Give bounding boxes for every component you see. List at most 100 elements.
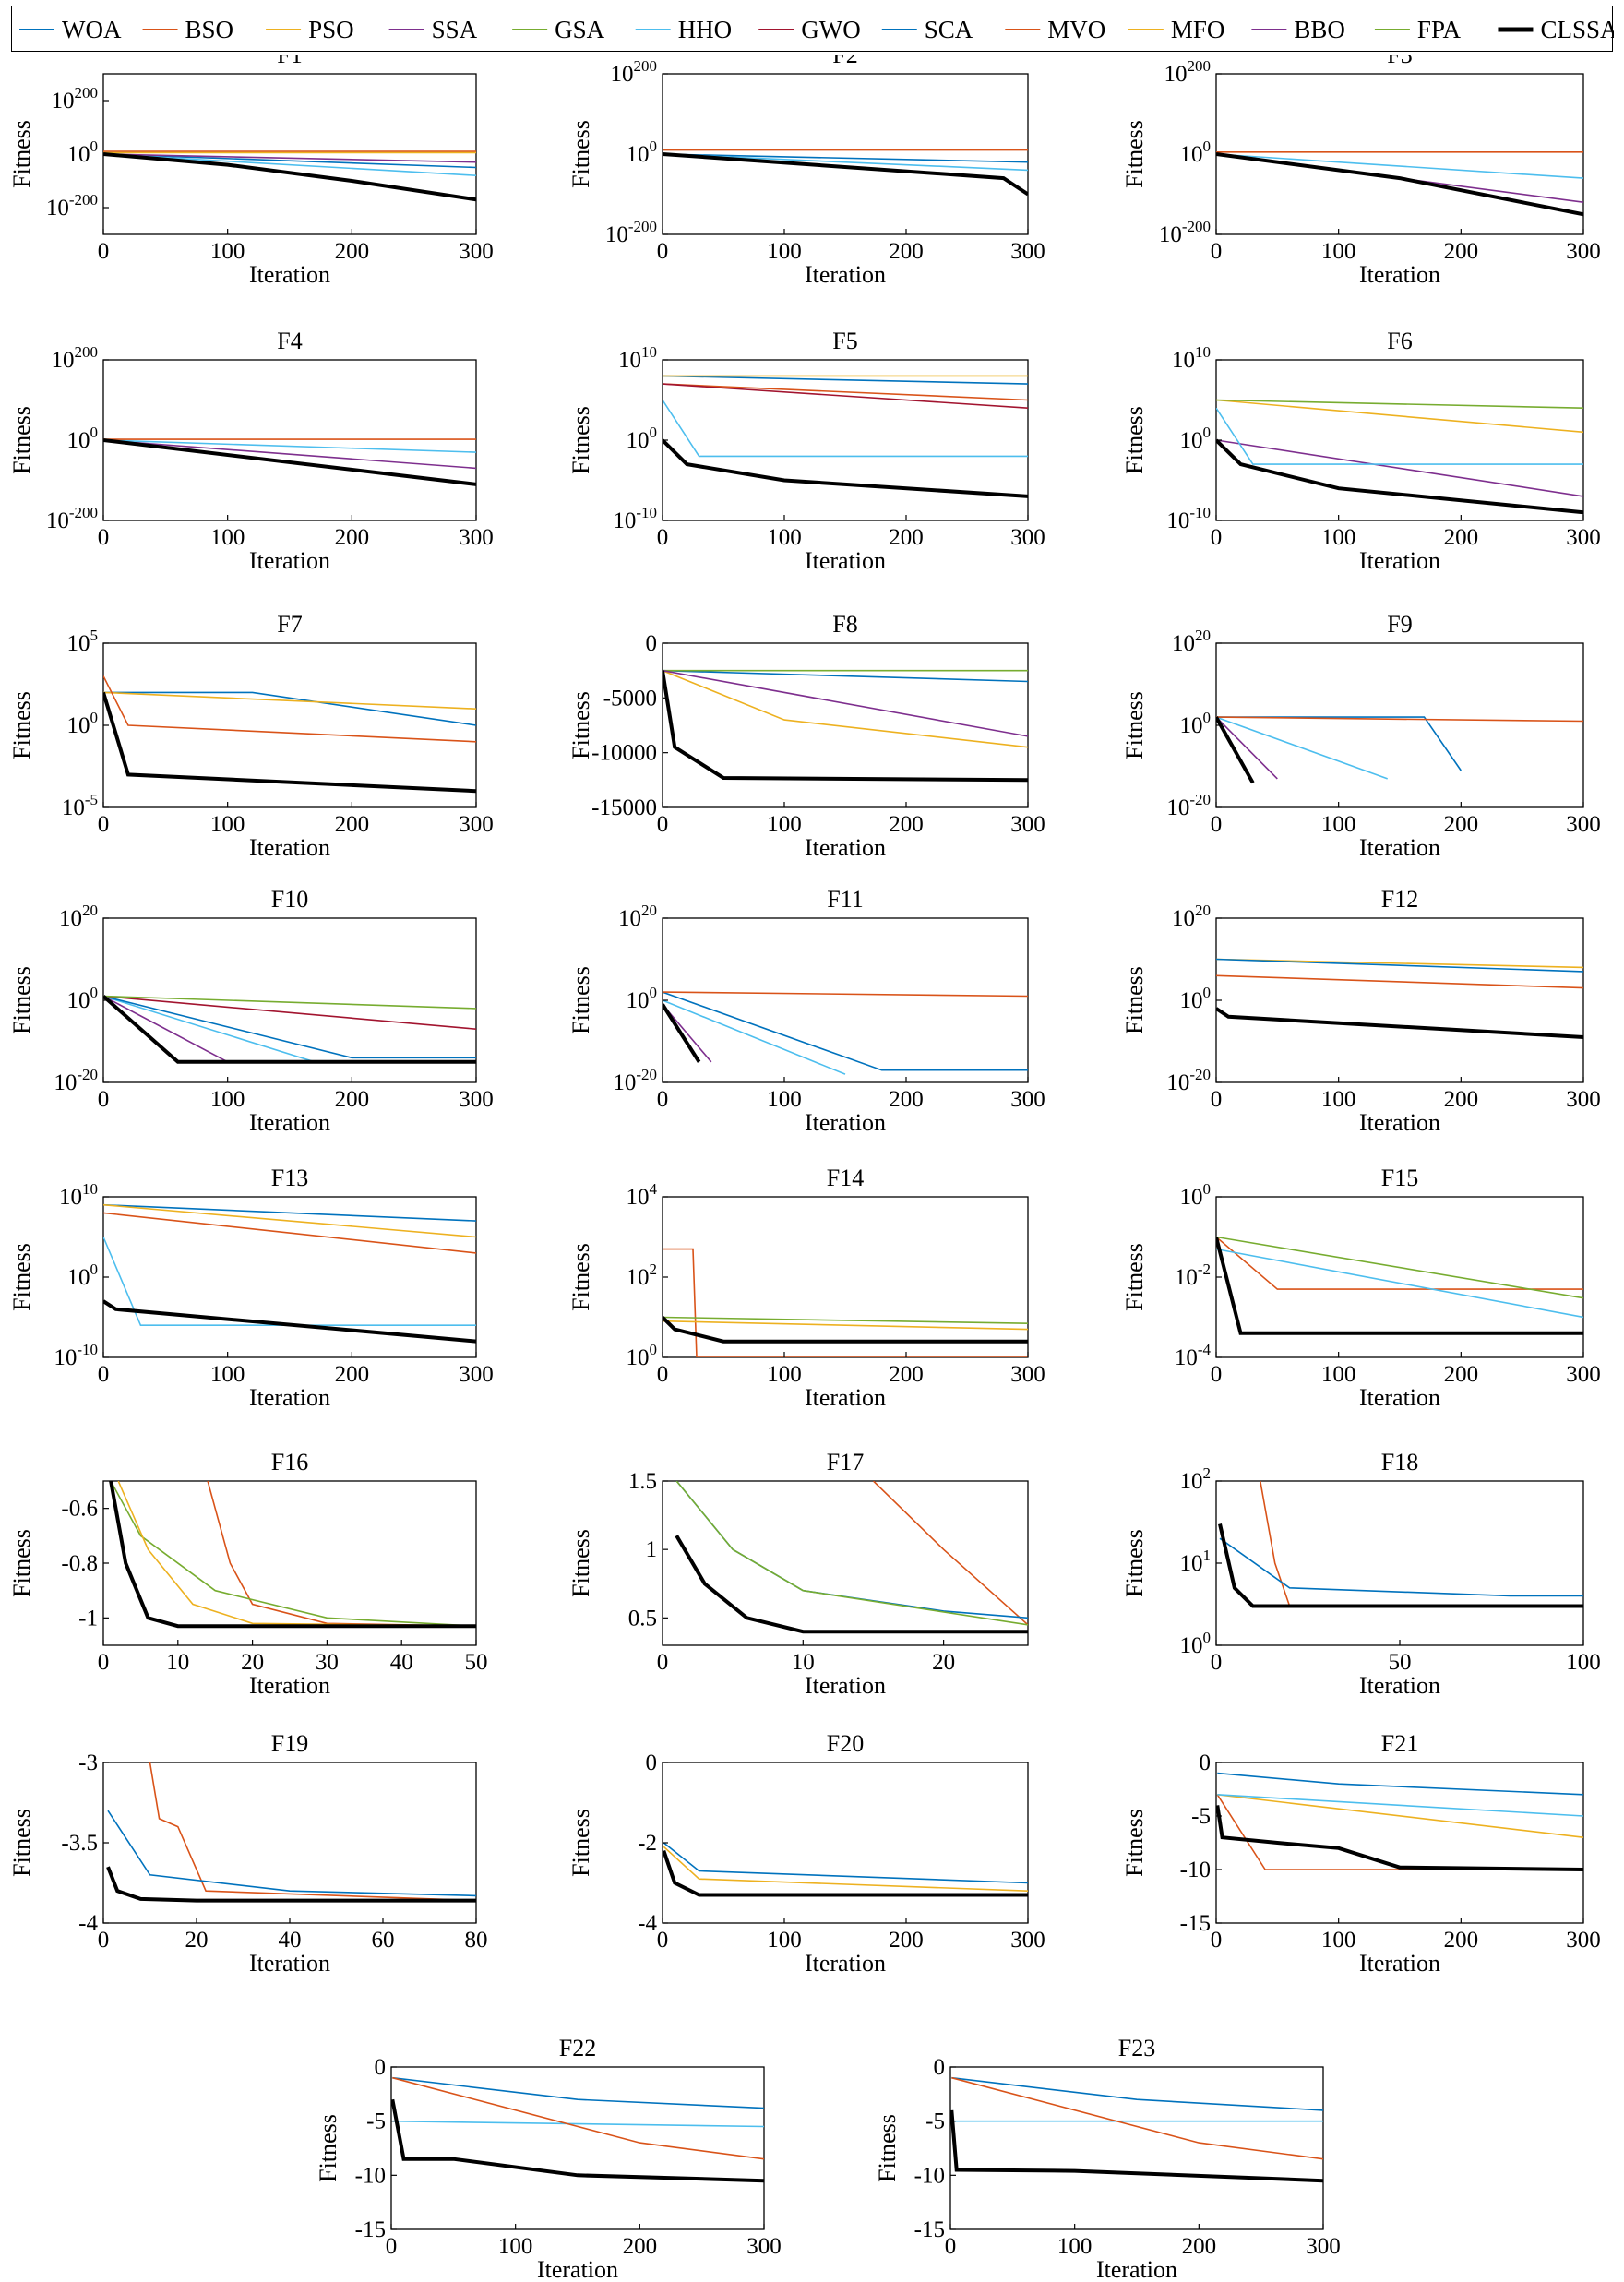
subplot-title: F10: [271, 886, 308, 913]
legend: WOA BSO PSO SSA GSA HHO GWO SCA MVO MFO BBO FPA CLSS…: [11, 6, 1614, 52]
series-line-hho: [663, 400, 1028, 458]
y-axis-label: Fitness: [1121, 1809, 1148, 1877]
x-axis-label: Iteration: [249, 1384, 330, 1411]
y-tick-label: 102: [627, 1260, 658, 1290]
y-tick-label: -4: [638, 1911, 657, 1936]
y-axis-label: Fitness: [567, 406, 594, 474]
x-tick-label: 0: [98, 525, 110, 550]
y-tick-label: 0: [375, 2055, 387, 2080]
legend-item-sca: SCA: [881, 16, 973, 43]
series-line-woa: [663, 375, 1028, 385]
series-line-clssa: [663, 438, 1028, 498]
x-axis-label: Iteration: [1096, 2256, 1177, 2282]
y-tick-label: 1: [646, 1537, 658, 1562]
subplot-f8: F8 0 100 200 300 0 -5000 -10000 -15000 Iteration F…: [567, 611, 1045, 861]
legend-label: BSO: [185, 16, 234, 43]
x-tick-label: 300: [1010, 1362, 1045, 1387]
series-line-gsa: [1216, 399, 1583, 409]
y-tick-label: 100: [1180, 424, 1212, 453]
axes-frame: [390, 2066, 765, 2230]
x-tick-label: 100: [210, 1362, 245, 1387]
legend-entries: WOA BSO PSO SSA GSA HHO GWO SCA MVO MFO BBO FPA CLSS…: [19, 16, 1614, 43]
subplot-title: F21: [1381, 1730, 1418, 1757]
y-axis-label: Fitness: [1121, 120, 1148, 188]
y-axis-label: Fitness: [874, 2114, 901, 2182]
series-line-gsa: [103, 995, 476, 1010]
subplot-title: F6: [1387, 328, 1412, 354]
subplot-title: F19: [271, 1730, 308, 1757]
subplot-title: F15: [1381, 1165, 1418, 1191]
series-line-bso: [1216, 716, 1583, 723]
axes-frame: [662, 1480, 1029, 1646]
series-line-clssa: [663, 1850, 1028, 1897]
x-tick-label: 0: [98, 1650, 110, 1675]
legend-label: HHO: [678, 16, 733, 43]
x-axis-label: Iteration: [805, 1109, 886, 1136]
series-line-clssa: [663, 1003, 701, 1063]
series-line-hho: [392, 2120, 764, 2128]
x-axis-label: Iteration: [805, 834, 886, 861]
y-tick-label: 100: [1180, 1629, 1212, 1658]
subplot-title: F1: [277, 55, 302, 68]
y-tick-label: -2: [638, 1831, 657, 1856]
x-tick-label: 100: [767, 812, 802, 837]
x-tick-label: 300: [1566, 239, 1601, 264]
series-line-clssa: [1216, 1237, 1583, 1335]
subplot-f17: F17 0 10 20 1.5 1 0.5 Iteration Fitness: [567, 1449, 1029, 1699]
x-tick-label: 0: [945, 2234, 957, 2259]
x-tick-label: 300: [1010, 1928, 1045, 1953]
y-tick-label: 10200: [1164, 57, 1212, 87]
series-line-bso: [951, 2076, 1323, 2160]
series-line-hho: [1217, 1794, 1583, 1817]
y-axis-label: Fitness: [567, 1529, 594, 1597]
y-tick-label: 100: [67, 137, 99, 167]
series-line-clssa: [675, 1535, 1028, 1634]
series-line-clssa: [109, 1481, 476, 1629]
subplot-f18: F18 0 50 100 102 101 100 Iteration Fitness: [1121, 1449, 1601, 1699]
y-axis-label: Fitness: [567, 1243, 594, 1311]
x-tick-label: 0: [98, 1362, 110, 1387]
axes-frame: [949, 2066, 1324, 2230]
y-axis-label: Fitness: [567, 120, 594, 188]
y-tick-label: 10-10: [613, 504, 657, 533]
legend-item-pso: PSO: [266, 16, 354, 43]
y-axis-label: Fitness: [1121, 691, 1148, 759]
x-tick-label: 100: [1321, 239, 1356, 264]
legend-item-mvo: MVO: [1005, 16, 1105, 43]
axes-frame: [662, 73, 1029, 235]
series-line-ssa: [103, 153, 476, 163]
x-tick-label: 200: [335, 812, 370, 837]
y-tick-label: 0: [646, 1750, 658, 1775]
legend-item-hho: HHO: [635, 16, 733, 43]
y-tick-label: 1020: [59, 902, 98, 931]
axes-frame: [1215, 642, 1584, 808]
x-tick-label: 100: [767, 1087, 802, 1112]
x-tick-label: 0: [98, 239, 110, 264]
y-tick-label: -5: [1191, 1804, 1211, 1829]
y-axis-label: Fitness: [1121, 406, 1148, 474]
y-tick-label: 0.5: [628, 1606, 657, 1631]
subplot-f6: F6 0 100 200 300 1010 100 10-10 Iteration Fitness: [1121, 328, 1601, 574]
subplot-title: F22: [559, 2035, 596, 2061]
axes-frame: [102, 73, 477, 235]
x-tick-label: 300: [1566, 812, 1601, 837]
x-tick-label: 100: [1321, 1928, 1356, 1953]
subplot-f10: F10 0 100 200 300 1020 100 10-20 Iteration Fitnes…: [8, 886, 494, 1136]
y-tick-label: 10-10: [1166, 504, 1211, 533]
subplot-title: F11: [827, 886, 864, 913]
subplot-title: F16: [271, 1449, 308, 1476]
y-axis-label: Fitness: [567, 966, 594, 1034]
y-tick-label: 104: [627, 1180, 658, 1210]
x-axis-label: Iteration: [1359, 1384, 1440, 1411]
y-axis-label: Fitness: [8, 1809, 35, 1877]
x-axis-label: Iteration: [1359, 834, 1440, 861]
x-tick-label: 200: [889, 525, 924, 550]
y-axis-label: Fitness: [8, 691, 35, 759]
subplot-title: F5: [832, 328, 857, 354]
x-tick-label: 200: [1182, 2234, 1217, 2259]
y-tick-label: 100: [67, 1260, 99, 1290]
y-tick-label: -10: [914, 2163, 945, 2188]
x-tick-label: 0: [98, 1928, 110, 1953]
x-tick-label: 200: [889, 1087, 924, 1112]
series-line-woa: [103, 1203, 476, 1222]
